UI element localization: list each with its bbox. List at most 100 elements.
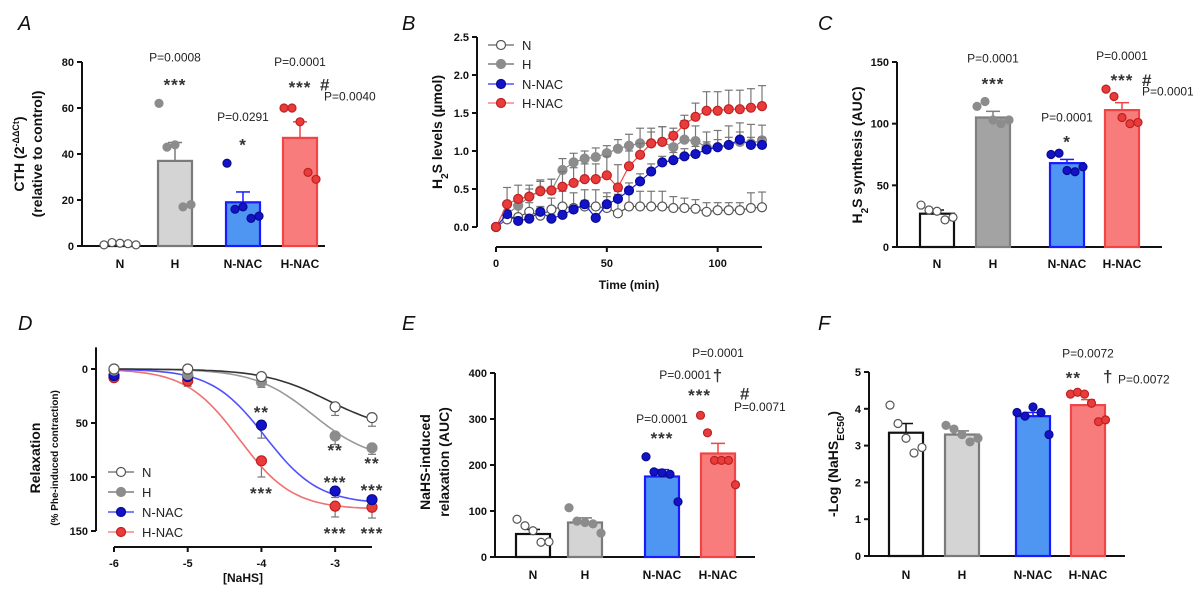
- data-point: [1044, 429, 1054, 440]
- legend-marker: [115, 466, 127, 478]
- data-point: [712, 105, 723, 116]
- y-axis-label-part: S levels (µmol): [429, 75, 445, 173]
- data-point: [1020, 411, 1030, 421]
- data-point: [646, 166, 657, 177]
- panel-letter-C: C: [818, 13, 833, 35]
- y-tick-label: 0.0: [454, 222, 469, 234]
- data-point: [588, 519, 598, 529]
- category-label: N-NAC: [1048, 257, 1087, 271]
- legend-item-H-NAC: H-NAC: [108, 525, 183, 540]
- bar-H: [974, 116, 1012, 249]
- data-point: [734, 104, 745, 115]
- y-axis-label: (relative to control): [29, 91, 45, 218]
- y-axis-label-part: S synthesis (AUC): [849, 86, 865, 207]
- data-point: [1012, 407, 1022, 418]
- data-point: [1101, 84, 1111, 94]
- data-point: [634, 176, 646, 187]
- data-point: [679, 151, 690, 162]
- data-point: [501, 199, 513, 210]
- fit-curve: [114, 368, 373, 503]
- significance-marker: #: [320, 76, 330, 95]
- data-point: [940, 215, 950, 225]
- y-tick-label: 0.5: [454, 184, 469, 196]
- data-point: [657, 136, 668, 147]
- data-point: [730, 480, 741, 490]
- data-point: [1086, 398, 1097, 408]
- data-point: [1117, 112, 1127, 123]
- significance-marker: ***: [324, 524, 347, 543]
- legend-label: N: [522, 38, 531, 53]
- data-point: [255, 455, 268, 467]
- y-tick-label: 200: [469, 460, 487, 472]
- panel-letter-A: A: [17, 13, 31, 35]
- p-value-label: P=0.0071: [734, 400, 786, 414]
- legend-label: H-NAC: [522, 96, 563, 111]
- data-point: [329, 485, 341, 497]
- data-point: [924, 205, 934, 215]
- y-axis-label: CTH (2-ΔΔCt): [11, 116, 27, 191]
- y-tick-label: 5: [855, 367, 861, 379]
- data-point: [988, 115, 998, 125]
- series-H-NAC: [490, 85, 768, 233]
- legend-marker: [495, 39, 507, 51]
- significance-marker: #: [740, 384, 750, 403]
- significance-marker: ***: [289, 78, 312, 97]
- y-axis-label: (% Phe-induced contraction): [50, 390, 61, 526]
- p-value-label: P=0.0072: [1118, 372, 1170, 386]
- significance-marker: *: [239, 136, 247, 155]
- significance-marker: **: [328, 441, 343, 460]
- bar-N-NAC: [1048, 162, 1086, 249]
- data-point: [329, 500, 341, 512]
- data-point: [734, 134, 745, 145]
- data-point: [679, 119, 690, 130]
- data-point: [557, 181, 568, 192]
- data-point: [941, 420, 951, 430]
- legend-item-H-NAC: H-NAC: [488, 96, 563, 111]
- y-tick-label: 40: [62, 149, 74, 161]
- y-axis-label-part: H: [849, 213, 865, 223]
- y-tick-label: 50: [76, 418, 88, 430]
- data-point: [756, 101, 768, 112]
- panel-letter-E: E: [402, 313, 416, 335]
- data-point: [646, 138, 657, 149]
- y-tick-label: 4: [855, 404, 862, 416]
- significance-marker: ***: [688, 386, 711, 405]
- significance-marker: ***: [324, 473, 347, 492]
- significance-marker: ***: [1111, 71, 1134, 90]
- y-axis-label: H2S synthesis (AUC): [849, 86, 871, 223]
- data-point: [295, 117, 305, 127]
- legend-label: H-NAC: [142, 525, 183, 540]
- data-point: [170, 140, 180, 150]
- data-point: [668, 155, 679, 166]
- data-point: [490, 221, 502, 233]
- y-tick-label: 100: [70, 472, 88, 484]
- data-point: [580, 517, 590, 528]
- y-axis-label-part: CTH (2: [11, 146, 27, 191]
- category-label: H: [958, 568, 967, 582]
- legend-item-H: H: [488, 57, 531, 72]
- data-point: [917, 442, 927, 453]
- p-value-label: P=0.0008: [149, 50, 201, 64]
- y-tick-label: 100: [469, 506, 487, 518]
- x-axis-label: Time (min): [599, 278, 659, 292]
- data-point: [572, 516, 582, 526]
- data-point: [949, 424, 959, 434]
- data-point: [623, 201, 635, 212]
- x-axis-label: [NaHS]: [223, 571, 263, 585]
- legend-item-N: N: [488, 38, 531, 53]
- y-tick-label: 150: [70, 526, 88, 538]
- y-tick-label: 2: [855, 477, 861, 489]
- data-point: [634, 201, 646, 212]
- data-point: [723, 205, 734, 216]
- data-point: [311, 174, 321, 184]
- data-point: [646, 201, 657, 212]
- significance-marker: ***: [651, 429, 674, 448]
- x-tick-label: 0: [493, 258, 499, 270]
- significance-marker: **: [254, 403, 269, 422]
- data-point: [690, 203, 701, 214]
- data-point: [690, 111, 701, 122]
- data-point: [745, 139, 757, 151]
- panel-F: 0 1 2 3 4 5 -Log (NaHSEC50) N H N-NAC H-NAC P=0.007…: [825, 347, 1170, 582]
- data-point: [893, 418, 903, 429]
